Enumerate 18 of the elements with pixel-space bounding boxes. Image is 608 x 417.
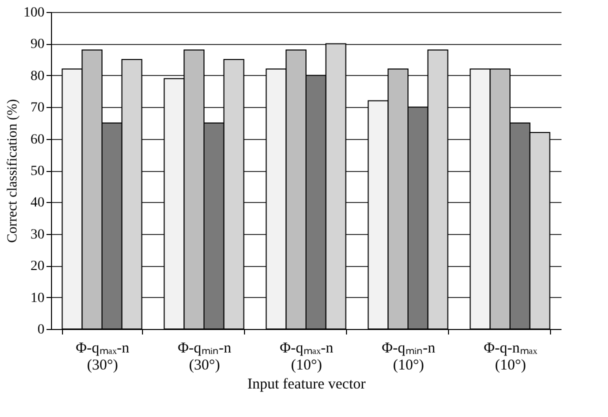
x-tick-label: Φ-qₘᵢₙ-n (10°) [382, 340, 436, 374]
y-tick-label: 50 [30, 164, 44, 179]
y-tick-label: 0 [38, 322, 44, 338]
y-tick-label: 10 [30, 290, 44, 306]
x-tick-label: Φ-q-nₘₐₓ (10°) [484, 340, 538, 374]
y-tick-label: 90 [30, 37, 44, 52]
x-axis-title: Input feature vector [247, 376, 366, 392]
x-tick-label: Φ-qₘᵢₙ-n (30°) [178, 340, 232, 374]
x-tick-label: Φ-qₘₐₓ-n (10°) [280, 340, 334, 374]
y-tick-label: 60 [30, 132, 44, 148]
y-tick-label: 30 [30, 227, 44, 242]
y-tick-label: 20 [30, 259, 44, 274]
y-tick-label: 80 [30, 68, 44, 84]
y-tick-label: 70 [30, 100, 44, 116]
x-tick-label: Φ-qₘₐₓ-n (30°) [76, 340, 130, 374]
y-axis-title: Correct classification (%) [6, 98, 20, 243]
y-tick-label: 40 [30, 196, 44, 211]
y-tick-label: 100 [24, 6, 44, 20]
